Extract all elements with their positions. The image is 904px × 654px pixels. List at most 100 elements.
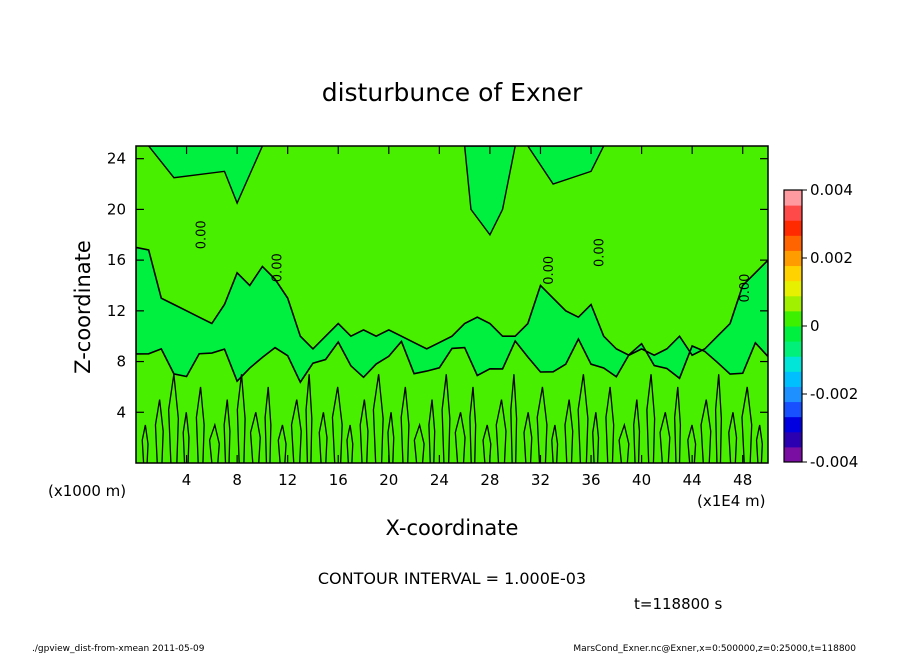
colorbar-segment (784, 250, 802, 267)
contour-label: 0.00 (593, 238, 608, 267)
contour-interval-text: CONTOUR INTERVAL = 1.000E-03 (318, 569, 586, 588)
contour-line (633, 399, 641, 463)
contour-line (428, 399, 436, 463)
contour-line (728, 412, 738, 463)
contour-line (318, 412, 328, 463)
x-tick-label: 40 (632, 471, 651, 489)
x-tick-label: 4 (182, 471, 192, 489)
x-tick-label: 36 (581, 471, 600, 489)
contour-line (264, 386, 272, 463)
x-tick-label: 20 (379, 471, 398, 489)
colorbar-tick-label: 0.004 (810, 181, 853, 199)
x-tick-label: 8 (232, 471, 242, 489)
colorbar-segment (784, 356, 802, 372)
contour-line (413, 422, 425, 463)
chart-title: disturbunce of Exner (322, 78, 583, 107)
contour-line (372, 374, 384, 463)
x-tick-label: 44 (683, 471, 702, 489)
colorbar-segment (784, 431, 802, 448)
zero-plume (147, 146, 264, 205)
x-tick-label: 12 (278, 471, 297, 489)
contour-line (687, 424, 697, 463)
y-tick-label: 12 (107, 302, 126, 320)
y-tick-label: 24 (107, 150, 126, 168)
colorbar-segment (784, 235, 802, 251)
y-tick-label: 4 (116, 403, 126, 421)
contour-line (755, 424, 763, 463)
contour-line (236, 374, 246, 463)
contour-label: 0.00 (542, 256, 557, 285)
field-zero-region (136, 246, 768, 384)
contour-line (592, 412, 600, 463)
contour-line (523, 412, 533, 463)
contour-line (208, 422, 220, 463)
colorbar-segment (784, 295, 802, 312)
colorbar-segment (784, 446, 802, 463)
contour-line (346, 424, 354, 463)
x-tick-label: 48 (733, 471, 752, 489)
contour-line (714, 374, 723, 463)
contour-line (482, 424, 492, 463)
colorbar-segment (784, 371, 802, 387)
contour-line (510, 374, 518, 463)
contour-line (646, 374, 656, 463)
contour-line (741, 386, 753, 463)
contour-line (290, 399, 302, 463)
contour-line (305, 374, 313, 463)
footer-left: ./gpview_dist-from-xmean 2011-05-09 (32, 644, 205, 654)
contour-label: 0.00 (195, 220, 210, 249)
colorbar-segment (784, 265, 802, 282)
contour-line (495, 399, 507, 463)
colorbar-segment (784, 341, 802, 357)
colorbar-segment (784, 190, 802, 206)
colorbar-segment (784, 280, 802, 297)
y-tick-label: 20 (107, 200, 126, 218)
contour-line (400, 386, 410, 463)
contour-line (441, 374, 451, 463)
contour-line (564, 399, 574, 463)
y-tick-label: 16 (107, 251, 126, 269)
contour-line (659, 412, 671, 463)
zero-plume (526, 146, 605, 185)
x-tick-label: 16 (329, 471, 348, 489)
footer-right: MarsCond_Exner.nc@Exner,x=0:500000,z=0:2… (573, 644, 856, 654)
contour-line (223, 399, 231, 463)
y-tick-label: 8 (116, 353, 126, 371)
x-tick-label: 24 (430, 471, 449, 489)
colorbar-tick-label: 0.002 (810, 249, 853, 267)
contour-label: 0.00 (270, 253, 285, 282)
contour-line (141, 424, 149, 463)
colorbar: 0.004 0.002 0 -0.002 -0.004 (783, 181, 858, 471)
contour-line (454, 412, 466, 463)
contour-line (277, 424, 287, 463)
colorbar-tick-label: -0.002 (810, 385, 858, 403)
x-tick-label: 28 (480, 471, 499, 489)
x-unit-left: (x1000 m) (48, 482, 126, 500)
contour-line (182, 412, 190, 463)
colorbar-segment (784, 205, 802, 221)
colorbar-segment (784, 386, 802, 403)
contour-line (154, 399, 164, 463)
colorbar-segment (784, 220, 802, 236)
contour-line (618, 422, 630, 463)
plot-area (136, 146, 768, 463)
colorbar-tick-label: 0 (810, 317, 820, 335)
time-text: t=118800 s (634, 595, 722, 613)
colorbar-tick-label: -0.004 (810, 453, 858, 471)
contour-line (577, 374, 589, 463)
colorbar-segment (784, 401, 802, 418)
plot-frame (135, 145, 769, 464)
y-axis-label: Z-coordinate (71, 240, 95, 374)
contour-line (551, 424, 559, 463)
colorbar-segment (784, 326, 802, 342)
x-axis-label: X-coordinate (386, 516, 519, 540)
contour-line (167, 374, 179, 463)
contour-line (359, 399, 369, 463)
contour-line (469, 386, 477, 463)
colorbar-segment (784, 310, 802, 327)
contour-line (195, 386, 205, 463)
contour-line (387, 412, 395, 463)
contour-line (536, 386, 548, 463)
